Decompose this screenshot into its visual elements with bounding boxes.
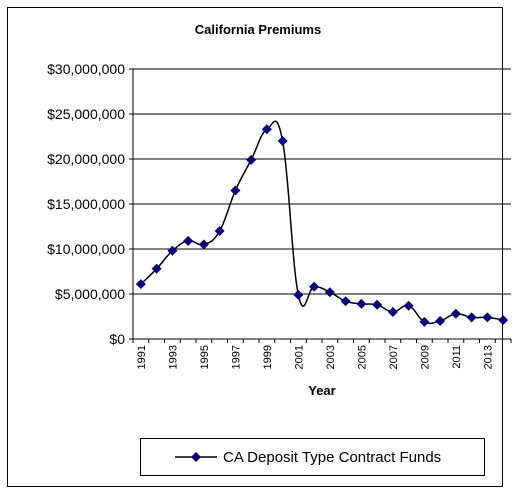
y-tick-label: $30,000,000	[47, 61, 125, 77]
x-tick-label: 1995	[199, 345, 211, 369]
x-tick-label: 2003	[325, 345, 337, 369]
data-point	[482, 312, 493, 323]
data-point	[356, 298, 367, 309]
x-tick-label: 1997	[230, 345, 242, 369]
data-point	[135, 279, 146, 290]
data-point	[293, 289, 304, 300]
x-tick-label: 2011	[451, 345, 463, 369]
data-point	[372, 299, 383, 310]
y-tick-label: $20,000,000	[47, 151, 125, 167]
data-point	[435, 316, 446, 326]
x-tick-label: 1991	[136, 345, 148, 369]
x-axis-label: Year	[308, 383, 335, 398]
data-point	[230, 185, 241, 196]
x-tick-label: 2007	[388, 345, 400, 369]
y-tick-label: $5,000,000	[55, 286, 125, 302]
chart-title: California Premiums	[194, 22, 322, 37]
data-point	[498, 315, 509, 326]
series-line	[140, 120, 504, 325]
y-tick-label: $0	[109, 331, 125, 347]
y-tick-label: $15,000,000	[47, 196, 125, 212]
chart-frame	[7, 7, 503, 487]
data-point	[419, 316, 430, 327]
data-point	[277, 136, 288, 146]
x-tick-label: 1999	[262, 345, 274, 369]
data-point	[387, 307, 398, 317]
data-point	[167, 245, 178, 256]
x-tick-label: 2001	[293, 345, 305, 369]
y-tick-label: $10,000,000	[47, 241, 125, 257]
x-tick-label: 2009	[419, 345, 431, 369]
x-tick-label: 2005	[356, 345, 368, 369]
data-point	[214, 226, 225, 236]
legend-label: CA Deposit Type Contract Funds	[223, 448, 442, 466]
data-point	[324, 287, 335, 298]
data-point	[403, 300, 414, 311]
data-point	[450, 308, 461, 319]
data-point	[246, 154, 257, 165]
data-point	[309, 281, 320, 292]
legend-marker-icon	[175, 449, 217, 465]
data-point	[466, 312, 477, 323]
data-point	[151, 263, 162, 274]
x-tick-label: 1993	[167, 345, 179, 369]
x-tick-label: 2013	[482, 345, 494, 369]
data-point	[340, 296, 351, 307]
y-tick-label: $25,000,000	[47, 106, 125, 122]
legend: CA Deposit Type Contract Funds	[140, 438, 485, 476]
data-point	[261, 124, 272, 135]
data-point	[183, 235, 194, 246]
data-point	[198, 239, 209, 250]
